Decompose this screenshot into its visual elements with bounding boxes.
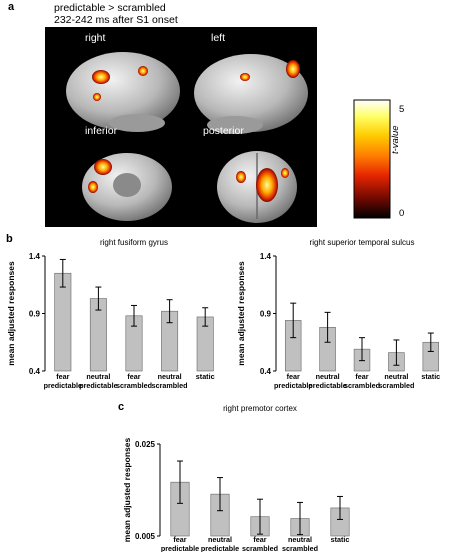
view-label-inferior: inferior bbox=[85, 125, 118, 137]
category-label: fear scrambled bbox=[344, 372, 380, 390]
category-label: neutral predictable bbox=[201, 535, 239, 552]
category-label: neutral predictable bbox=[308, 372, 346, 390]
contrast-label: predictable > scrambled bbox=[54, 2, 166, 14]
colorbar-gradient bbox=[353, 99, 391, 219]
y-tick-label: 1.4 bbox=[29, 252, 41, 261]
y-tick-label: 0.4 bbox=[260, 367, 272, 376]
category-label: neutral predictable bbox=[79, 372, 117, 390]
y-tick-label: 1.4 bbox=[260, 252, 272, 261]
y-tick-label: 0.025 bbox=[135, 440, 156, 449]
y-tick-label: 0.9 bbox=[29, 310, 41, 319]
time-window-label: 232-242 ms after S1 onset bbox=[54, 14, 178, 26]
y-tick-label: 0.4 bbox=[29, 367, 41, 376]
brain-left-view bbox=[194, 54, 308, 134]
category-label: fear predictable bbox=[274, 372, 312, 390]
chart-title: right superior temporal sulcus bbox=[310, 238, 415, 247]
category-label: static bbox=[331, 535, 350, 544]
y-axis-label: mean adjusted responses bbox=[122, 438, 132, 543]
brain-inferior-view bbox=[82, 153, 172, 221]
category-label: neutral scrambled bbox=[282, 535, 318, 552]
category-label: fear scrambled bbox=[116, 372, 152, 390]
chart-title: right premotor cortex bbox=[223, 404, 297, 413]
brain-right-view bbox=[66, 52, 180, 132]
chart-fusiform-gyrus: right fusiform gyrus mean adjusted respon… bbox=[6, 238, 215, 390]
view-label-posterior: posterior bbox=[203, 125, 244, 137]
brain-posterior-view bbox=[217, 151, 297, 223]
category-label: static bbox=[196, 372, 215, 381]
bar bbox=[54, 272, 72, 372]
chart-premotor-cortex: right premotor cortex mean adjusted respo… bbox=[122, 404, 350, 552]
panel-c-letter: c bbox=[118, 401, 125, 413]
colorbar: 5 0 t-value bbox=[352, 98, 421, 223]
chart-title: right fusiform gyrus bbox=[100, 238, 168, 247]
category-label: fear predictable bbox=[44, 372, 82, 390]
y-axis-label: mean adjusted responses bbox=[236, 261, 246, 366]
panel-b-letter: b bbox=[6, 233, 13, 245]
y-tick-label: 0.005 bbox=[135, 532, 156, 541]
category-label: neutral scrambled bbox=[378, 372, 414, 390]
category-label: fear scrambled bbox=[242, 535, 278, 552]
category-label: neutral scrambled bbox=[152, 372, 188, 390]
brain-renders-panel: right left inferior posterior bbox=[45, 27, 317, 227]
colorbar-min-label: 0 bbox=[399, 208, 405, 219]
category-label: static bbox=[421, 372, 440, 381]
chart-superior-temporal-sulcus: right superior temporal sulcus mean adjus… bbox=[236, 238, 440, 390]
colorbar-max-label: 5 bbox=[399, 104, 405, 115]
brain-renders-figure bbox=[66, 52, 308, 223]
category-label: fear predictable bbox=[161, 535, 199, 552]
y-axis-label: mean adjusted responses bbox=[6, 261, 16, 366]
y-tick-label: 0.9 bbox=[260, 310, 272, 319]
view-label-left: left bbox=[211, 32, 226, 44]
panel-a-letter: a bbox=[8, 1, 15, 13]
view-label-right: right bbox=[85, 32, 106, 44]
